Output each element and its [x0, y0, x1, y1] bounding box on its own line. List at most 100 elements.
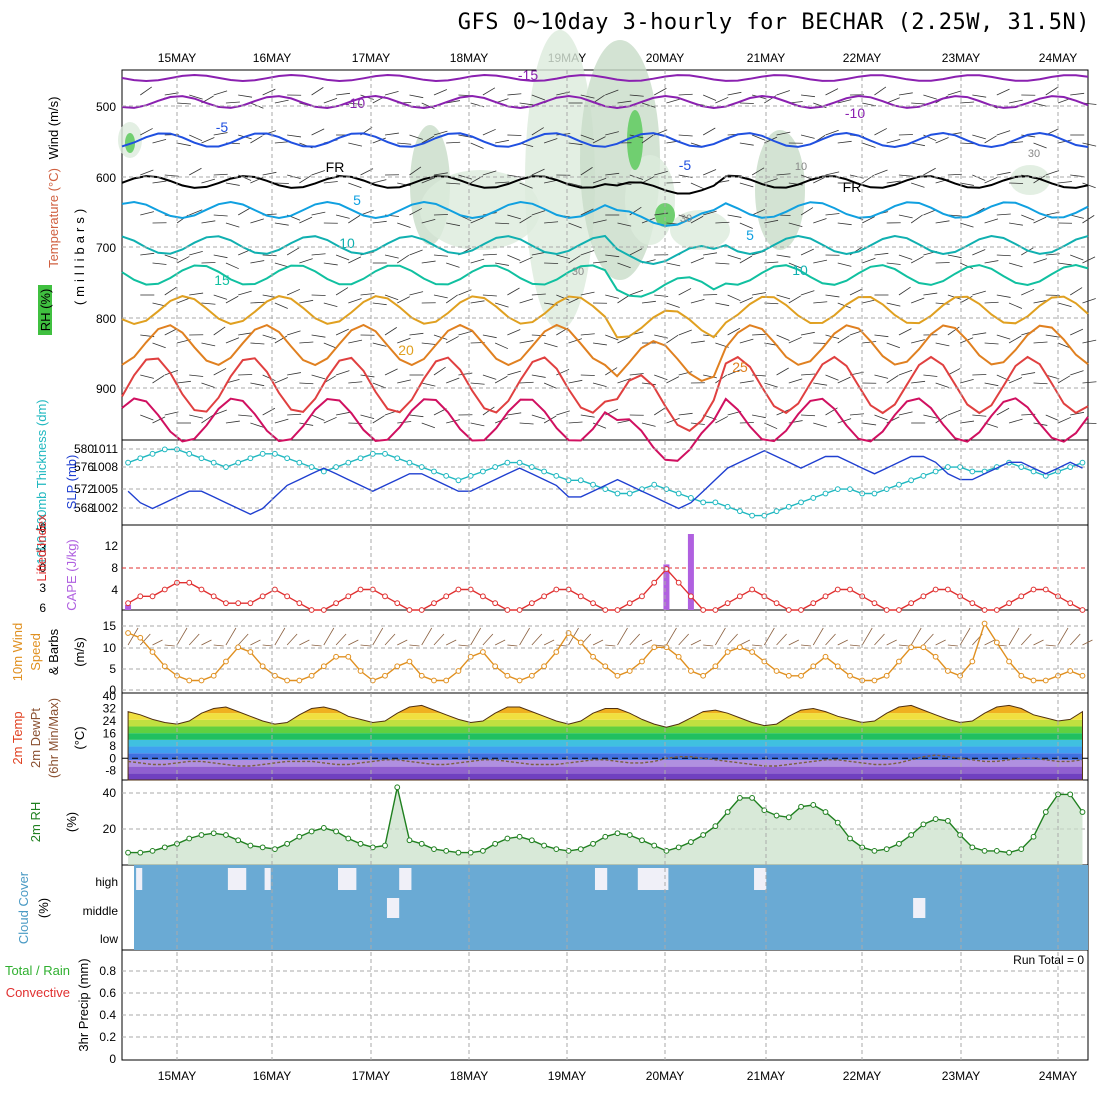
wind-speed-line	[127, 621, 1083, 682]
lifted-index-point	[1030, 586, 1037, 593]
lifted-index-point	[969, 600, 976, 607]
slp-tick: 1011	[92, 442, 118, 456]
wind-barb	[898, 174, 913, 177]
wind-barb	[543, 342, 558, 348]
contour-label: -10	[845, 105, 865, 121]
lifted-index-point	[553, 586, 560, 593]
thickness-point	[271, 450, 278, 457]
sfc-wind-barb	[739, 639, 751, 646]
wind-barb	[1082, 256, 1096, 264]
wind-barb	[1070, 254, 1084, 261]
wind-barb	[960, 420, 975, 424]
wind-barb	[984, 382, 999, 387]
wind-barb	[1057, 181, 1072, 184]
wind-barb	[409, 134, 423, 140]
wind-barb	[678, 412, 693, 416]
wind-tick: 5	[109, 662, 116, 676]
cloud-high-block	[594, 868, 608, 890]
wind-barb	[861, 174, 875, 184]
day-label-bottom: 20MAY	[646, 1069, 684, 1083]
wind-barb	[666, 376, 680, 384]
wind-speed-point	[847, 672, 853, 679]
sfc-wind-barb	[372, 627, 384, 646]
wind-barb	[568, 142, 583, 146]
wind-barb	[813, 176, 827, 184]
thickness-point	[247, 455, 254, 462]
lifted-index-point	[896, 607, 902, 613]
rh-shade-area	[525, 30, 595, 330]
wind-barb	[1057, 416, 1071, 424]
wind-barb	[800, 290, 815, 296]
wind-barb	[874, 374, 889, 379]
wind-barb	[531, 94, 546, 101]
wind-barb	[727, 91, 742, 96]
temp-tick: 16	[103, 726, 117, 740]
wind-barb	[225, 295, 239, 304]
sfc-wind-barb	[825, 633, 836, 646]
wind-speed-point	[382, 672, 388, 679]
lifted-index-panel	[125, 566, 1086, 613]
temperature-contour	[121, 323, 1089, 382]
lifted-index-point	[944, 586, 951, 593]
day-label-bottom: 23MAY	[942, 1069, 980, 1083]
wind-barb	[140, 86, 152, 96]
contour-label: FR	[326, 159, 345, 175]
wind-barb	[237, 207, 251, 216]
lifted-index-point	[577, 593, 584, 600]
wind-barb	[495, 222, 510, 225]
wind-barb	[580, 134, 595, 141]
precip-tick: 0.2	[99, 1030, 116, 1044]
wind-speed-point	[896, 658, 902, 665]
thickness-point	[969, 468, 976, 475]
wind-barb	[568, 379, 583, 384]
wind-barb	[482, 294, 497, 297]
wind-barb	[605, 254, 620, 258]
temp-tick: 40	[103, 689, 117, 703]
thickness-point	[1067, 464, 1074, 470]
wind-barb	[397, 379, 411, 384]
wind-barb	[140, 374, 154, 379]
wind-speed-point	[516, 677, 523, 684]
lifted-index-point	[798, 607, 804, 613]
wind-barb	[935, 220, 950, 224]
wind-barb	[959, 262, 974, 270]
thickness-point	[602, 486, 609, 493]
wind-barb	[580, 291, 595, 296]
wind-barb	[519, 298, 534, 304]
thickness-point	[920, 472, 927, 479]
thickness-point	[785, 503, 792, 510]
wind-barb	[1033, 382, 1048, 385]
sfc-wind-barb	[531, 633, 543, 646]
wind-speed-point	[712, 663, 719, 670]
lifted-index-point	[688, 593, 694, 600]
rh-point	[137, 849, 144, 856]
wind-barb	[617, 295, 630, 304]
wind-barb	[862, 422, 877, 426]
wind-barb	[1045, 211, 1060, 216]
lifted-index-point	[712, 607, 719, 613]
sfc-wind-barb	[837, 639, 848, 646]
day-label-top: 16MAY	[253, 51, 291, 65]
sfc-wind-barb	[788, 639, 799, 646]
contour-label: 10	[339, 235, 355, 251]
rh-point	[492, 840, 499, 847]
thickness-panel	[125, 446, 1086, 519]
thickness-point	[724, 503, 731, 510]
wind-barb	[886, 375, 899, 384]
sfc-wind-barb	[335, 633, 347, 646]
wind-barb	[494, 375, 508, 384]
wind-barb	[140, 128, 153, 136]
sfc-wind-barb	[127, 627, 139, 646]
rh-point	[431, 846, 437, 853]
temp-color-band	[128, 706, 1083, 714]
wind-barb	[519, 256, 533, 264]
thickness-point	[443, 472, 450, 479]
wind-barb	[1021, 134, 1036, 138]
wind-barb	[886, 302, 901, 307]
wind-speed-point	[834, 663, 841, 670]
wind-barb	[274, 262, 289, 268]
thickness-point	[773, 508, 780, 515]
wind-barb	[947, 254, 962, 259]
thickness-point	[822, 490, 829, 497]
rh-point	[1079, 809, 1086, 815]
